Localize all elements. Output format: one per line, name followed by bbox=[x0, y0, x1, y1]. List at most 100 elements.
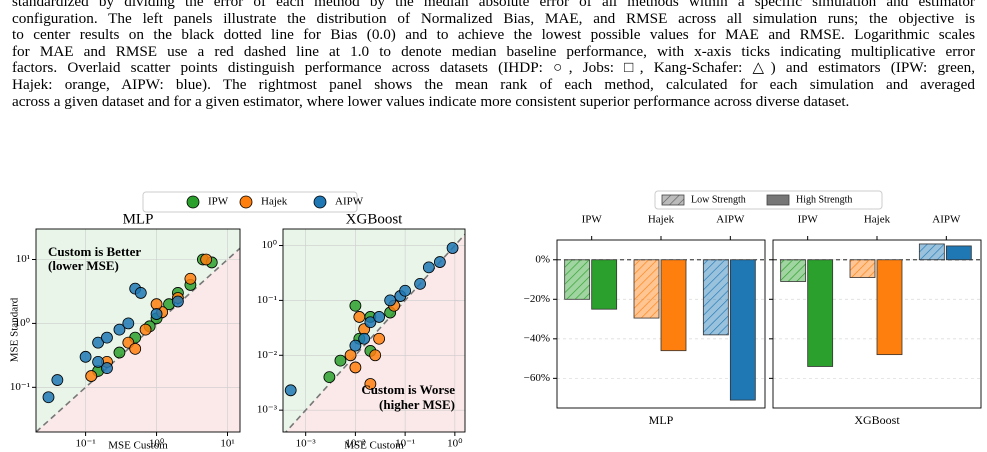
annotation: (higher MSE) bbox=[379, 397, 455, 412]
scatter-point bbox=[414, 277, 426, 290]
scatter-point bbox=[334, 354, 347, 367]
bar bbox=[945, 245, 972, 261]
y-tick-label: 10⁰ bbox=[15, 317, 31, 329]
scatter-point bbox=[446, 242, 459, 254]
scatter-point bbox=[172, 295, 184, 308]
scatter-point bbox=[200, 253, 213, 266]
scatter-point bbox=[358, 332, 371, 345]
caption: standardized by dividing the error of ea… bbox=[12, 0, 975, 110]
scatter-point bbox=[113, 323, 126, 336]
legend-label: AIPW bbox=[335, 196, 364, 208]
bar bbox=[591, 259, 618, 310]
category-label: Hajek bbox=[648, 214, 675, 226]
y-tick-label: −60% bbox=[524, 372, 550, 384]
caption-line: to center results on the black dotted li… bbox=[12, 26, 975, 44]
x-axis-label: XGBoost bbox=[854, 413, 900, 427]
y-tick-label: −40% bbox=[524, 332, 550, 344]
legend-label: Low Strength bbox=[691, 194, 746, 205]
legend-marker bbox=[313, 195, 327, 209]
scatter-point bbox=[364, 378, 377, 390]
scatter-point bbox=[134, 287, 147, 299]
scatter-point bbox=[122, 317, 135, 330]
scatter-point bbox=[101, 331, 113, 344]
bar bbox=[807, 259, 834, 367]
caption-line: factors. Overlaid scatter points disting… bbox=[12, 59, 975, 77]
scatter-point bbox=[85, 370, 98, 382]
caption-line: standardized by dividing the error of ea… bbox=[12, 0, 975, 10]
scatter-point bbox=[323, 371, 336, 384]
bar bbox=[633, 259, 660, 319]
legend-swatch bbox=[766, 194, 790, 206]
scatter-point bbox=[373, 332, 386, 345]
annotation: Custom is Better bbox=[48, 244, 141, 259]
category-label: AIPW bbox=[932, 214, 961, 226]
scatter-point bbox=[369, 349, 382, 362]
scatter-point bbox=[92, 336, 104, 349]
legend-label: High Strength bbox=[796, 194, 852, 205]
axes-frame bbox=[556, 239, 766, 409]
y-tick-label: 10⁻³ bbox=[257, 404, 278, 416]
x-axis-label: MSE Custom bbox=[108, 440, 168, 452]
legend-label: IPW bbox=[208, 196, 229, 208]
axes-frame bbox=[35, 228, 241, 433]
scatter-point bbox=[184, 272, 197, 285]
bar bbox=[876, 259, 903, 356]
scatter-point bbox=[373, 311, 386, 323]
bar bbox=[780, 259, 807, 282]
legend-label: Hajek bbox=[261, 196, 288, 208]
bar bbox=[729, 259, 756, 401]
legend-marker bbox=[239, 195, 253, 209]
scatter-point bbox=[344, 349, 357, 362]
x-axis-label: MLP bbox=[649, 413, 674, 427]
scatter-point bbox=[384, 294, 397, 307]
scatter-point bbox=[150, 298, 163, 311]
scatter-point bbox=[139, 323, 152, 336]
y-tick-label: 10¹ bbox=[16, 253, 30, 265]
bar bbox=[564, 259, 591, 300]
panel-title: XGBoost bbox=[346, 211, 404, 227]
scatter-point bbox=[42, 391, 55, 404]
category-label: IPW bbox=[798, 214, 819, 226]
scatter-point bbox=[129, 342, 142, 355]
scatter-point bbox=[364, 316, 377, 329]
scatter-point bbox=[433, 256, 446, 268]
scatter-point bbox=[51, 374, 64, 386]
panel-plot bbox=[283, 229, 465, 432]
legend-swatch bbox=[661, 194, 685, 206]
x-tick-label: 10⁻¹ bbox=[395, 438, 415, 450]
y-axis-label: MSE Standard bbox=[9, 297, 21, 362]
panel-plot bbox=[36, 229, 240, 432]
y-tick-label: 10⁰ bbox=[262, 239, 278, 251]
scatter-point bbox=[150, 308, 163, 320]
caption-line: for MAE and RMSE use a red dashed line a… bbox=[12, 42, 975, 60]
y-tick-label: −20% bbox=[524, 293, 550, 305]
caption-line: across a given dataset and for a given e… bbox=[12, 92, 850, 110]
y-tick-label: 10⁻¹ bbox=[257, 294, 277, 306]
diagonal bbox=[36, 247, 240, 432]
y-tick-label: 10⁻¹ bbox=[10, 381, 30, 393]
bar bbox=[918, 243, 945, 261]
caption-line: configuration. The left panels illustrat… bbox=[12, 9, 975, 27]
bar bbox=[660, 259, 687, 352]
annotation: Custom is Worse bbox=[361, 382, 455, 397]
x-tick-label: 10⁻¹ bbox=[76, 438, 96, 450]
x-axis-label: MSE Custom bbox=[344, 440, 404, 452]
scatter-point bbox=[92, 355, 104, 368]
scatter-point bbox=[113, 346, 126, 359]
scatter-point bbox=[353, 311, 366, 323]
panel-title: MLP bbox=[123, 211, 154, 227]
x-tick-label: 10¹ bbox=[220, 438, 234, 450]
caption-line: Hajek: orange, AIPW: blue). The rightmos… bbox=[12, 75, 975, 93]
axes-frame bbox=[282, 228, 466, 433]
y-tick-label: 10⁻² bbox=[257, 349, 278, 361]
worse-region bbox=[283, 234, 465, 432]
scatter-point bbox=[422, 261, 435, 274]
bar bbox=[702, 259, 729, 336]
scatter-point bbox=[349, 299, 362, 312]
x-tick-label: 10⁰ bbox=[149, 438, 165, 450]
scatter-point bbox=[284, 384, 297, 397]
scatter-point bbox=[349, 361, 362, 374]
scatter-point bbox=[79, 350, 92, 363]
